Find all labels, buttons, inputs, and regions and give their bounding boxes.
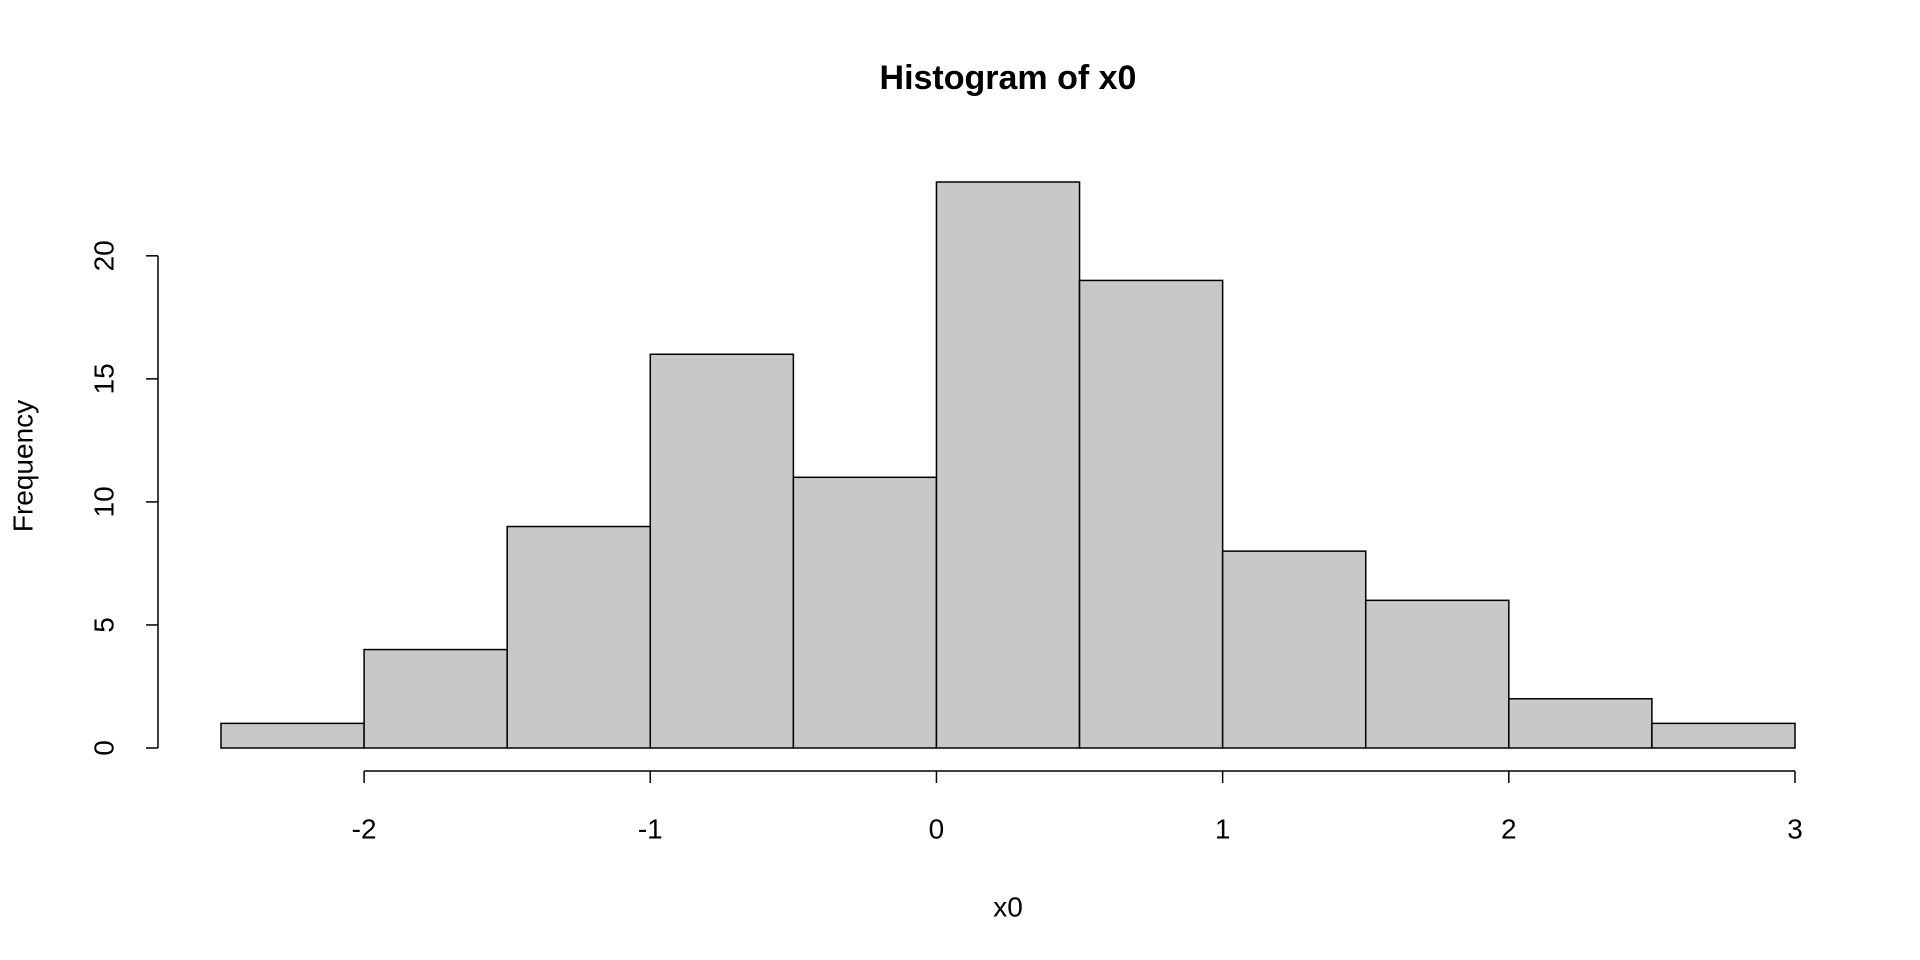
bar (1221, 550, 1367, 749)
y-tick-label: 15 (88, 363, 119, 394)
bar (1364, 599, 1510, 749)
y-tick-label: 20 (88, 240, 119, 271)
x-tick-label: 0 (929, 813, 945, 844)
bar (220, 722, 365, 749)
x-tick-label: 3 (1787, 813, 1803, 844)
x-tick-label: 2 (1501, 813, 1517, 844)
chart-title: Histogram of x0 (880, 59, 1137, 97)
y-tick-label: 5 (88, 617, 119, 633)
bar (935, 181, 1081, 749)
y-tick-label: 0 (88, 740, 119, 756)
y-axis-label: Frequency (7, 400, 38, 532)
bar (1078, 279, 1224, 749)
bar (506, 525, 652, 749)
bar (649, 353, 795, 749)
y-tick-label: 10 (88, 486, 119, 517)
x-tick-label: -2 (352, 813, 377, 844)
bar (792, 476, 938, 749)
x-tick-label: -1 (638, 813, 663, 844)
bar (363, 648, 508, 749)
bar (1651, 722, 1796, 749)
bar (1508, 698, 1653, 749)
x-tick-label: 1 (1215, 813, 1231, 844)
x-axis-label: x0 (993, 891, 1023, 922)
